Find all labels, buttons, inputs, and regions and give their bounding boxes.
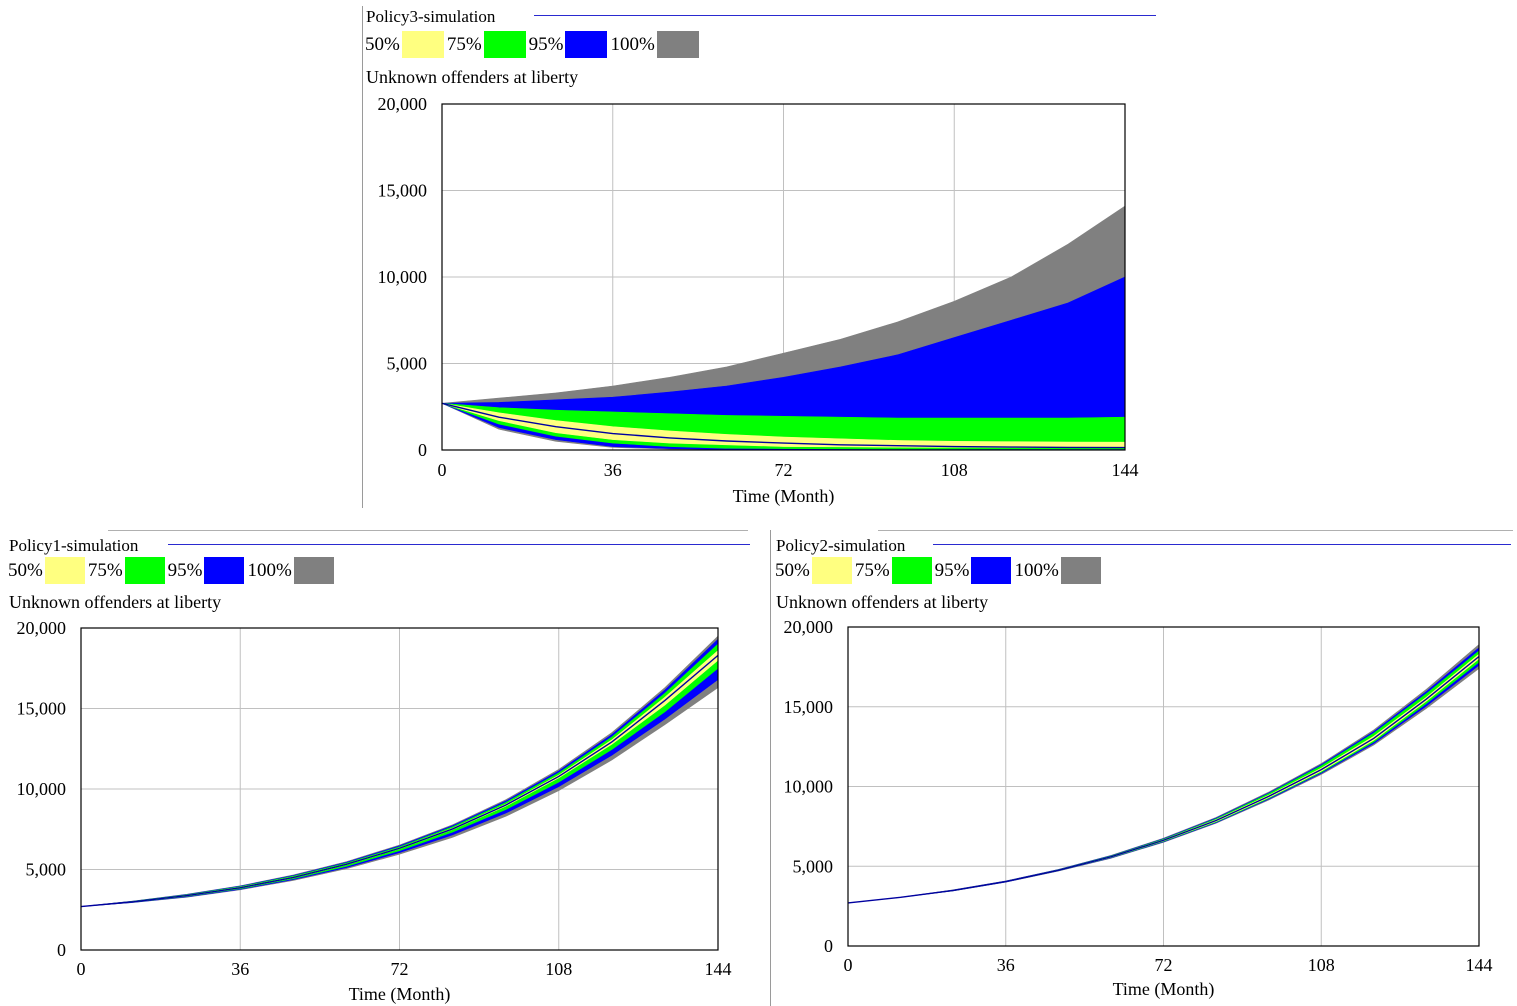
legend-swatch-75 <box>891 557 932 584</box>
variable-label: Unknown offenders at liberty <box>776 592 989 612</box>
x-tick-label: 144 <box>1112 460 1139 480</box>
plot-frame <box>847 626 1480 947</box>
x-axis-title: Time (Month) <box>349 984 451 1005</box>
plot-frame <box>441 103 1126 451</box>
plot-frame <box>80 627 719 951</box>
y-tick-label: 5,000 <box>26 860 67 880</box>
legend-swatch-100 <box>293 557 334 584</box>
x-tick-label: 72 <box>391 959 409 979</box>
panel-title: Policy2-simulation <box>776 536 906 555</box>
legend-swatch-50 <box>44 557 85 584</box>
title-rule <box>168 544 750 545</box>
panel-divider <box>362 6 363 508</box>
x-tick-label: 0 <box>438 460 447 480</box>
legend-swatch-95 <box>971 557 1012 584</box>
panel-title: Policy1-simulation <box>9 536 139 555</box>
legend-swatch-100 <box>656 31 699 58</box>
legend-label-95: 95% <box>167 559 203 581</box>
title-rule <box>534 15 1156 16</box>
x-tick-label: 72 <box>1155 955 1173 975</box>
legend-label-75: 75% <box>446 33 482 55</box>
x-tick-label: 0 <box>77 959 86 979</box>
legend-label-50: 50% <box>8 559 43 581</box>
panel-top-rule <box>878 530 1513 531</box>
x-tick-label: 36 <box>997 955 1015 975</box>
x-tick-label: 144 <box>705 959 732 979</box>
x-axis-title: Time (Month) <box>733 486 835 507</box>
y-tick-label: 5,000 <box>793 856 834 876</box>
legend-label-95: 95% <box>934 559 970 581</box>
legend-swatch-75 <box>124 557 165 584</box>
legend-label-95: 95% <box>528 33 564 55</box>
panel-top-rule <box>108 530 748 531</box>
y-tick-label: 0 <box>57 940 66 960</box>
legend: 50% 75% 95% 100% <box>8 557 337 584</box>
legend-swatch-75 <box>483 31 526 58</box>
legend-label-75: 75% <box>87 559 123 581</box>
x-tick-label: 36 <box>231 959 249 979</box>
median-line <box>80 654 719 908</box>
x-tick-label: 108 <box>941 460 968 480</box>
y-tick-label: 15,000 <box>784 697 834 717</box>
x-tick-label: 72 <box>775 460 793 480</box>
x-tick-label: 108 <box>1308 955 1335 975</box>
legend-label-100: 100% <box>1014 559 1059 581</box>
y-tick-label: 0 <box>824 936 833 956</box>
x-tick-label: 0 <box>844 955 853 975</box>
title-rule <box>933 544 1511 545</box>
y-tick-label: 0 <box>418 440 427 460</box>
panel-title: Policy3-simulation <box>366 7 496 26</box>
y-tick-label: 5,000 <box>387 354 428 374</box>
panel-divider <box>770 530 771 1006</box>
legend-label-50: 50% <box>775 559 810 581</box>
variable-label: Unknown offenders at liberty <box>366 67 579 87</box>
x-tick-label: 108 <box>545 959 572 979</box>
x-tick-label: 144 <box>1466 955 1493 975</box>
median-line <box>847 655 1480 904</box>
x-tick-label: 36 <box>604 460 622 480</box>
legend-swatch-50 <box>401 31 444 58</box>
legend-label-100: 100% <box>247 559 292 581</box>
y-tick-label: 20,000 <box>378 94 428 114</box>
legend-label-100: 100% <box>610 33 655 55</box>
variable-label: Unknown offenders at liberty <box>9 592 222 612</box>
y-tick-label: 15,000 <box>378 181 428 201</box>
legend: 50% 75% 95% 100% <box>775 557 1104 584</box>
legend-swatch-95 <box>204 557 245 584</box>
legend-swatch-100 <box>1060 557 1101 584</box>
legend-swatch-50 <box>811 557 852 584</box>
legend-label-50: 50% <box>365 33 400 55</box>
legend: 50% 75% 95% 100% <box>365 31 702 58</box>
median-line <box>441 402 1126 449</box>
y-tick-label: 20,000 <box>17 618 67 638</box>
y-tick-label: 10,000 <box>378 267 428 287</box>
y-tick-label: 20,000 <box>784 617 834 637</box>
y-tick-label: 15,000 <box>17 699 67 719</box>
legend-swatch-95 <box>565 31 608 58</box>
x-axis-title: Time (Month) <box>1113 979 1215 1000</box>
legend-label-75: 75% <box>854 559 890 581</box>
y-tick-label: 10,000 <box>784 777 834 797</box>
y-tick-label: 10,000 <box>17 779 67 799</box>
